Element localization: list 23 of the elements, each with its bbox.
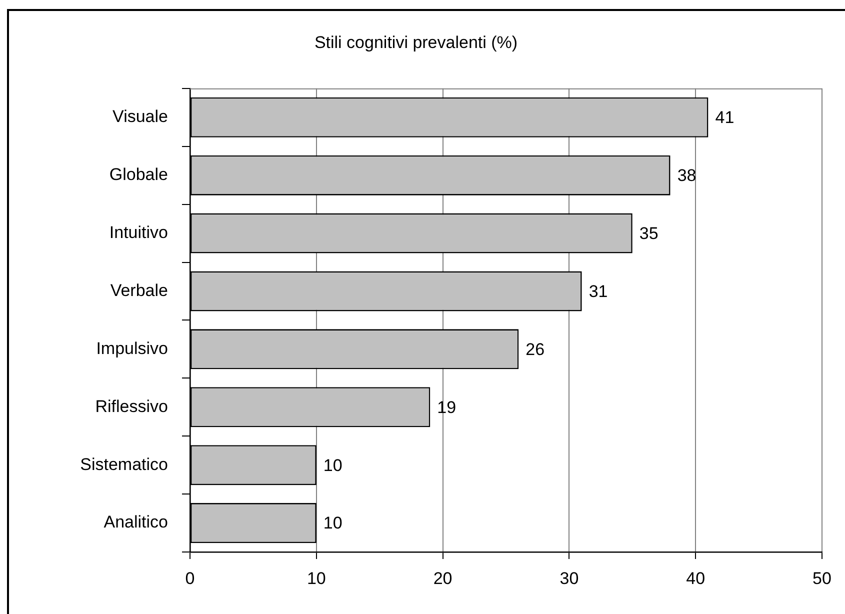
y-tick-label: Globale xyxy=(109,165,168,184)
data-label: 10 xyxy=(323,456,342,475)
y-tick-label: Riflessivo xyxy=(95,396,168,416)
data-label: 35 xyxy=(639,224,658,243)
x-tick-label: 10 xyxy=(306,568,326,588)
data-label: 31 xyxy=(588,282,608,301)
data-label: 38 xyxy=(677,166,696,186)
y-tick-label: Visuale xyxy=(112,107,168,126)
x-tick-label: 30 xyxy=(560,568,579,588)
y-tick-label: Verbale xyxy=(110,280,168,300)
data-label: 41 xyxy=(715,108,734,128)
x-tick-label: 0 xyxy=(185,568,195,588)
y-tick-label: Intuitivo xyxy=(109,222,168,242)
x-tick-label: 20 xyxy=(433,568,452,588)
y-tick-label: Analitico xyxy=(104,512,168,532)
y-tick-label: Sistematico xyxy=(80,454,168,474)
data-label: 26 xyxy=(526,340,545,359)
data-label: 10 xyxy=(323,514,342,533)
x-tick-label: 40 xyxy=(686,568,706,588)
data-label: 19 xyxy=(437,398,456,417)
y-tick-label: Impulsivo xyxy=(96,338,168,358)
chart-title: Stili cognitivi prevalenti (%) xyxy=(314,32,518,52)
x-tick-label: 50 xyxy=(812,568,832,588)
